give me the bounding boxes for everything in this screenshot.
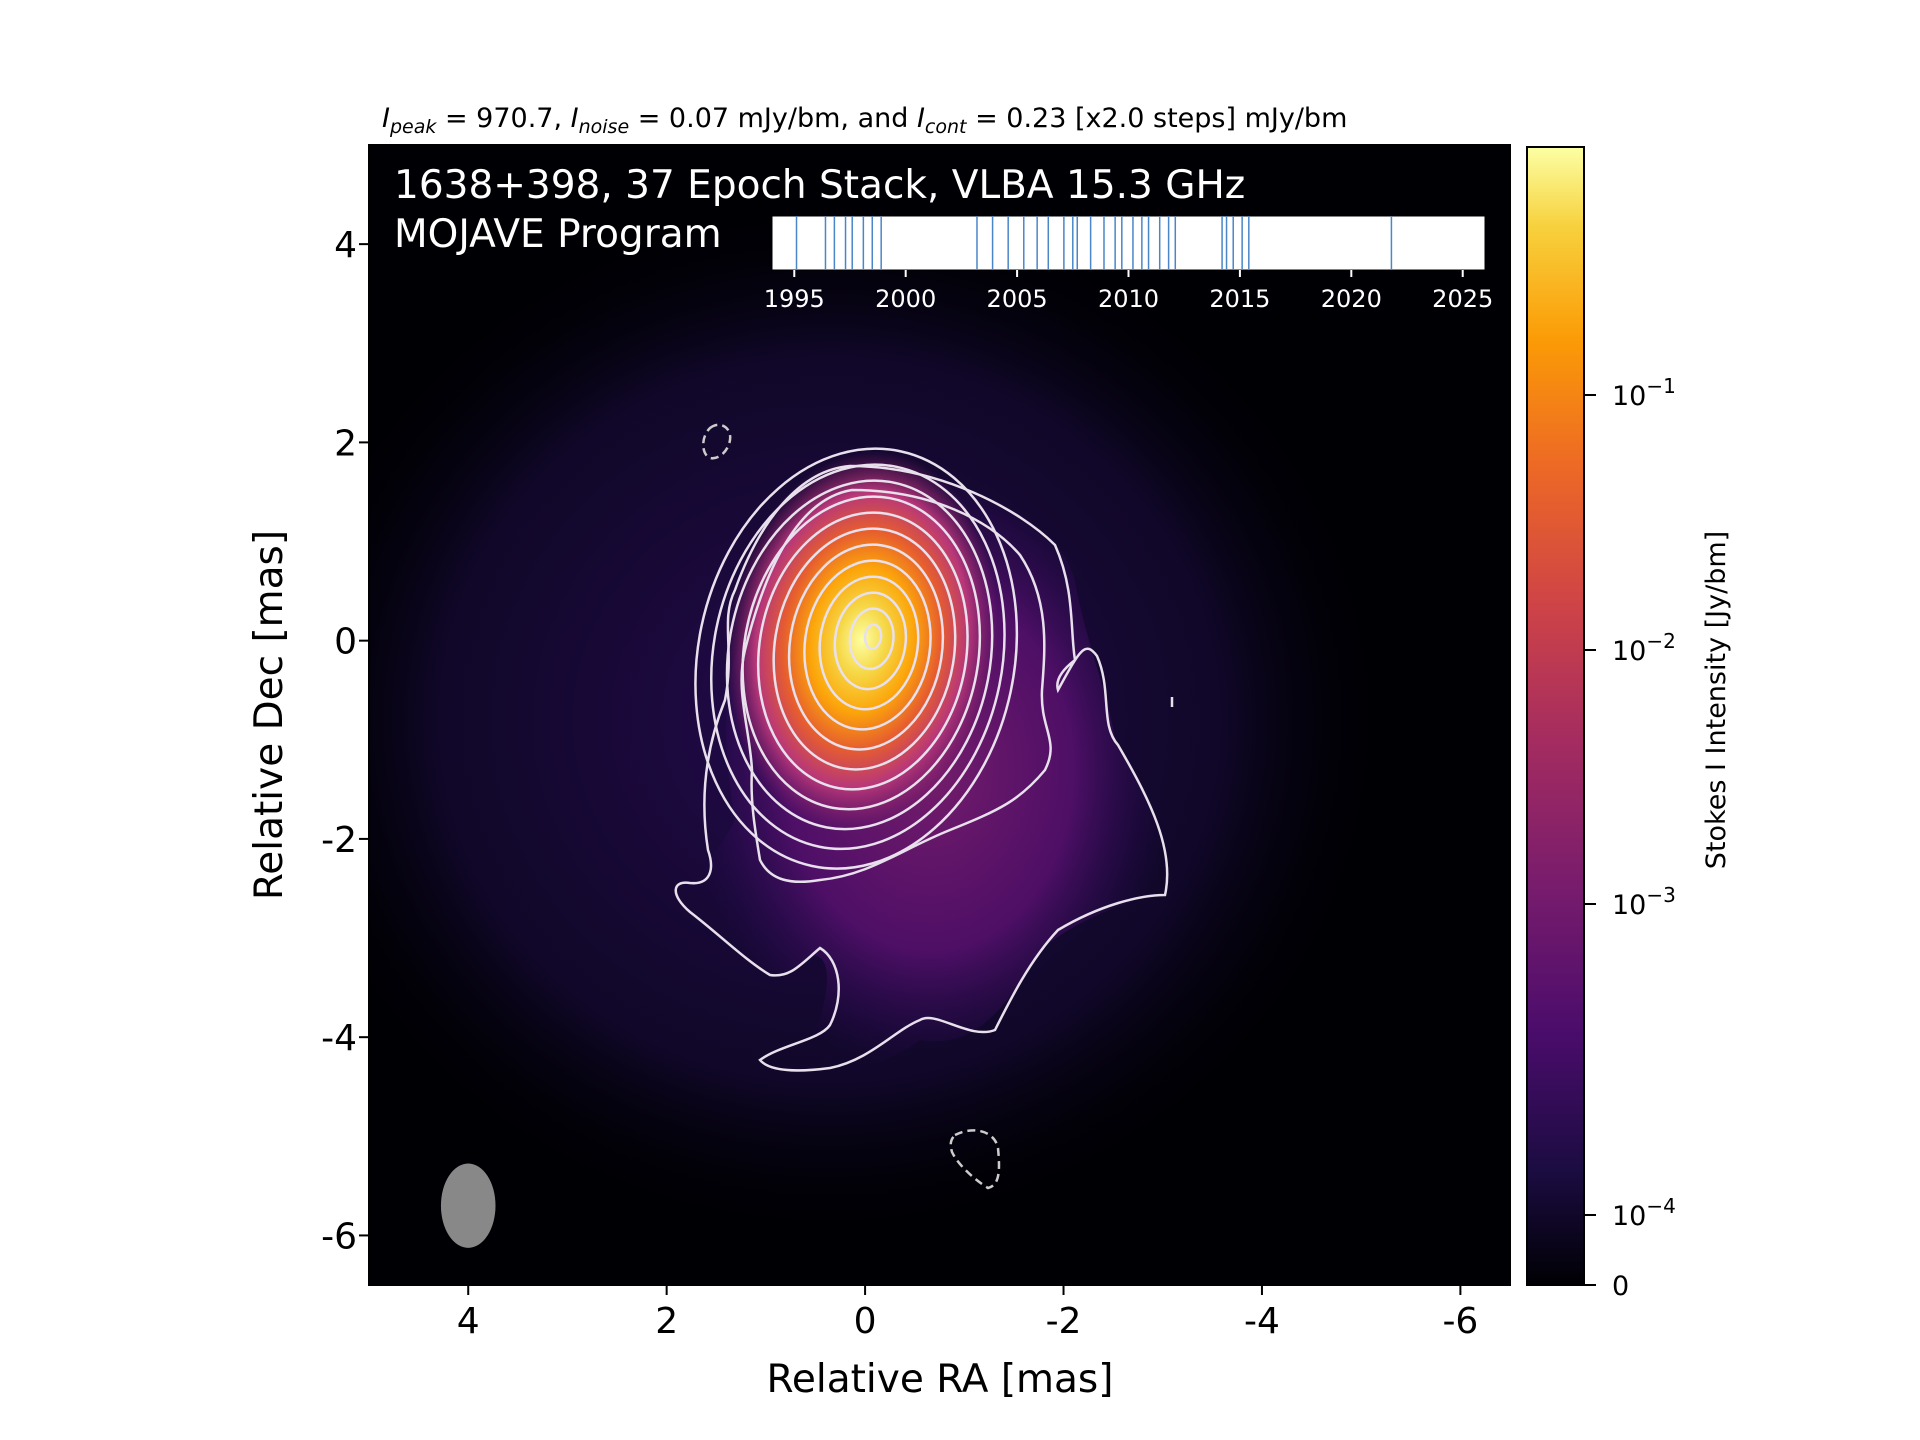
y-tick-label-4: -4 (321, 1018, 357, 1059)
colorbar-label: Stokes I Intensity [Jy/bm] (1701, 531, 1732, 869)
contour-level-6 (772, 527, 957, 771)
x-tick-label-5: -6 (1442, 1301, 1478, 1342)
contour-level-10 (710, 463, 1006, 851)
contour-outer-2 (740, 488, 1052, 884)
noise-sub: noise (579, 116, 630, 138)
peak-value: = 970.7, (436, 103, 570, 134)
colorbar-tick-label-0: 10−1 (1612, 374, 1676, 412)
epoch-tick-label-1: 2000 (875, 285, 936, 313)
contours (674, 447, 1169, 1072)
epoch-tick-label-4: 2015 (1209, 285, 1270, 313)
contour-level-0 (863, 623, 883, 650)
epoch-tick-label-3: 2010 (1098, 285, 1159, 313)
x-tick-label-3: -2 (1046, 1301, 1082, 1342)
y-axis: 4 2 0 -2 -4 -6 (321, 225, 369, 1257)
colorbar (1526, 146, 1585, 1286)
contour-level-4 (803, 559, 932, 731)
contour-level-8 (741, 495, 982, 811)
epoch-axis: 1995 2000 2005 2010 2015 2020 2025 (764, 270, 1493, 313)
x-tick-label-4: -4 (1244, 1301, 1280, 1342)
negative-contour-1 (702, 423, 732, 460)
contour-level-1 (848, 607, 895, 671)
y-tick-label-0: 4 (334, 225, 357, 266)
contour-level-3 (818, 575, 920, 711)
colorbar-ticks: 10−1 10−2 10−3 10−4 0 (1584, 374, 1676, 1302)
noise-label: I (571, 103, 579, 134)
negative-contour-2 (949, 1129, 1001, 1190)
x-tick-label-0: 4 (457, 1301, 480, 1342)
y-tick-label-2: 0 (334, 622, 357, 663)
x-tick-label-2: 0 (854, 1301, 877, 1342)
peak-label: I (382, 103, 390, 134)
colorbar-tick-label-1: 10−2 (1612, 629, 1676, 667)
contour-level-7 (756, 511, 969, 791)
epoch-tick-label-2: 2005 (987, 285, 1048, 313)
y-tick-label-5: -6 (321, 1216, 357, 1257)
cont-label: I (917, 103, 925, 134)
contour-level-5 (787, 543, 945, 751)
y-axis-label: Relative Dec [mas] (247, 530, 292, 900)
contour-level-11 (694, 447, 1019, 870)
contour-outer-1 (674, 464, 1169, 1072)
x-axis-label: Relative RA [mas] (767, 1357, 1114, 1402)
noise-value: = 0.07 mJy/bm, and (629, 103, 917, 134)
plot-title-line1: 1638+398, 37 Epoch Stack, VLBA 15.3 GHz (394, 163, 1245, 208)
epoch-timeline-box (771, 215, 1486, 271)
beam-ellipse (440, 1163, 496, 1248)
epoch-tick-label-0: 1995 (764, 285, 825, 313)
cont-value: = 0.23 [x2.0 steps] mJy/bm (966, 103, 1347, 134)
epoch-timeline: 1995 2000 2005 2010 2015 2020 2025 (764, 215, 1493, 313)
colorbar-tick-label-2: 10−3 (1612, 883, 1676, 921)
epoch-tick-label-5: 2020 (1321, 285, 1382, 313)
subtitle: Ipeak = 970.7, Inoise = 0.07 mJy/bm, and… (382, 103, 1347, 138)
y-tick-label-1: 2 (334, 423, 357, 464)
plot-frame (368, 144, 1511, 1286)
epoch-tick-label-6: 2025 (1432, 285, 1493, 313)
x-tick-label-1: 2 (655, 1301, 678, 1342)
peak-sub: peak (389, 116, 437, 138)
epoch-lines (795, 216, 1393, 270)
cont-sub: cont (925, 116, 968, 138)
colorbar-tick-label-3: 10−4 (1612, 1194, 1676, 1232)
colorbar-tick-label-4: 0 (1612, 1271, 1629, 1302)
contour-level-2 (833, 591, 908, 691)
x-axis: 4 2 0 -2 -4 -6 (457, 1285, 1478, 1342)
intensity-map (369, 200, 1390, 1248)
plot-title-line2: MOJAVE Program (394, 212, 722, 257)
contour-level-9 (725, 479, 994, 831)
y-tick-label-3: -2 (321, 820, 357, 861)
